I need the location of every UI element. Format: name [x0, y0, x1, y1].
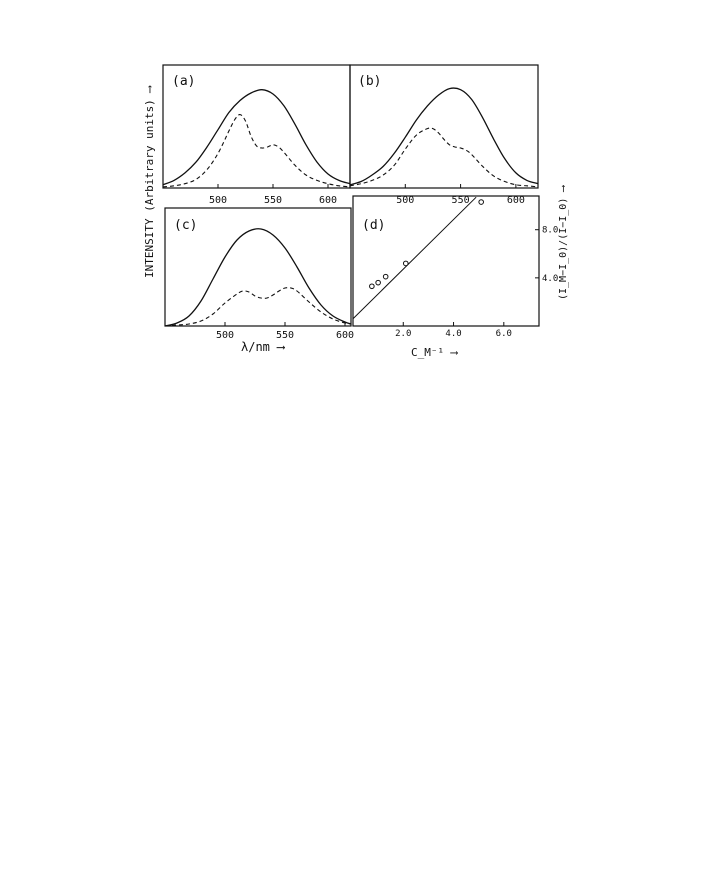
panel-c-solid-curve — [164, 228, 352, 327]
panel-b-dashed-curve — [349, 127, 539, 188]
panel-d-ylabel: (I_M−I_0)/(I−I_0) ⟶ — [558, 185, 569, 300]
panel-b-solid-curve — [349, 87, 539, 186]
panel-a-xtick-label: 550 — [264, 195, 282, 206]
panel-d-fit-line — [352, 196, 477, 320]
panel-d-data-point — [375, 279, 381, 286]
panel-b-xtick-label: 500 — [396, 195, 414, 206]
panel-d-data-point — [402, 260, 409, 267]
panel-c-label: (c) — [174, 218, 197, 233]
panel-a-xtick-label: 600 — [319, 195, 337, 206]
panel-d-data-point — [478, 199, 484, 205]
panel-a: (a) 500 550 600 — [162, 64, 351, 206]
panel-b-label: (b) — [358, 74, 381, 89]
panel-d-xtick-label: 4.0 — [445, 329, 461, 339]
panel-d-data-point — [382, 273, 389, 280]
panel-a-solid-curve — [162, 89, 351, 186]
panel-d-xtick-label: 6.0 — [496, 329, 512, 339]
panel-d-data-point — [369, 283, 375, 290]
panel-a-label: (a) — [172, 74, 195, 89]
panel-b-xtick-label: 550 — [452, 195, 470, 206]
panel-c-xtick-label: 500 — [216, 330, 234, 341]
panel-b-frame — [349, 64, 539, 189]
panel-a-dashed-curve — [162, 114, 351, 188]
intensity-axis-label: INTENSITY (Arbitrary units) ⟶ — [143, 85, 156, 278]
panel-c-frame — [164, 207, 352, 327]
panel-b: (b) 500 550 600 — [349, 64, 539, 206]
panel-c-xtick-label: 600 — [336, 330, 354, 341]
panel-d-ytick-label: 8.0 — [542, 226, 558, 236]
panel-c-xtick-label: 550 — [276, 330, 294, 341]
panel-d-label: (d) — [362, 218, 385, 233]
panel-c: (c) 500 550 600 — [164, 207, 354, 341]
panel-c-dashed-curve — [164, 287, 352, 327]
panel-d-xlabel: C_M⁻¹ ⟶ — [411, 346, 459, 359]
panel-a-xtick-label: 500 — [209, 195, 227, 206]
panel-b-xtick-label: 600 — [507, 195, 525, 206]
panel-d-ytick-label: 4.0 — [542, 274, 558, 284]
panel-d: (d) 2.0 4.0 6.0 4.0 8.0 C_M⁻¹ ⟶ (I_M−I_0)/(I… — [352, 185, 569, 359]
panel-d-xtick-label: 2.0 — [395, 329, 411, 339]
panel-d-frame — [352, 195, 540, 327]
wavelength-axis-label: λ/nm ⟶ — [241, 340, 285, 354]
